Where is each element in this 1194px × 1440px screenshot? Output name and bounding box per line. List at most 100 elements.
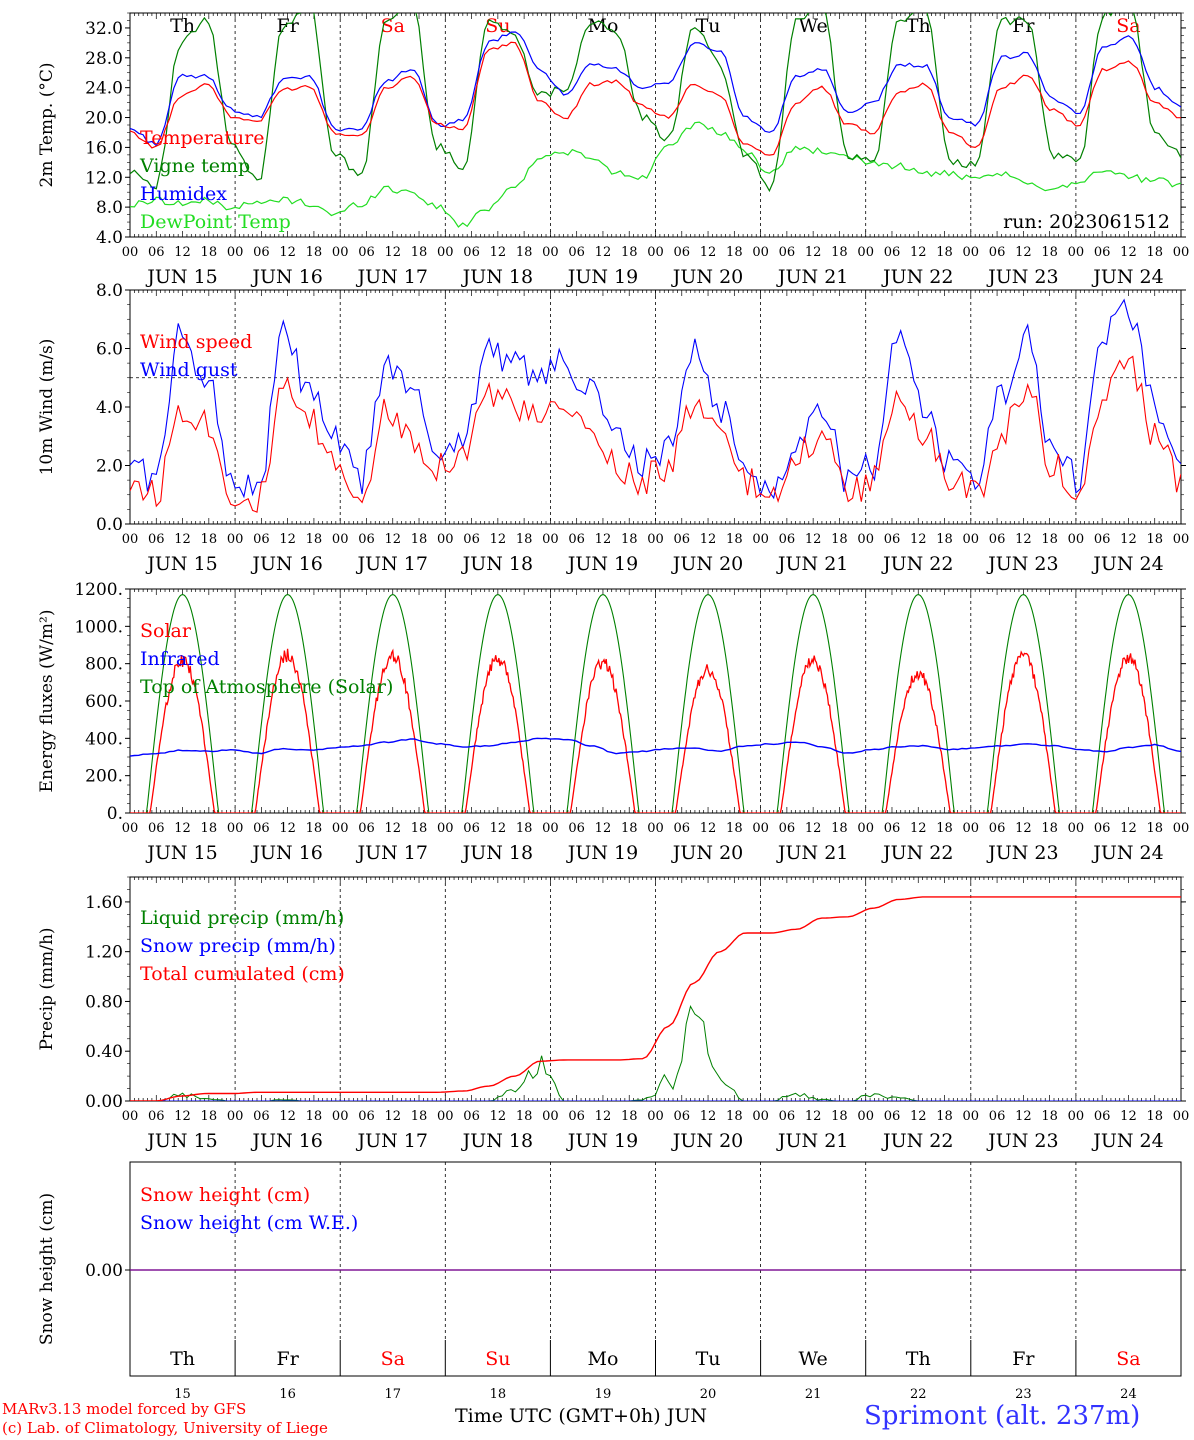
x-hour-label: 00: [1173, 821, 1190, 836]
x-hour-label: 18: [831, 821, 848, 836]
x-day-label: JUN 18: [461, 553, 533, 575]
x-hour-label: 18: [621, 532, 638, 547]
x-hour-label: 18: [306, 245, 323, 260]
legend-temperature: Temperature: [140, 127, 264, 149]
x-day-label: JUN 24: [1091, 1130, 1163, 1152]
x-hour-label: 06: [463, 821, 480, 836]
x-hour-label: 00: [857, 532, 874, 547]
x-hour-label: 06: [358, 532, 375, 547]
x-hour-label: 06: [253, 532, 270, 547]
x-hour-label: 12: [700, 532, 717, 547]
x-hour-label: 12: [595, 821, 612, 836]
x-day-label: JUN 19: [566, 266, 638, 288]
weekday-label: Sa: [1116, 1348, 1140, 1370]
x-day-label: JUN 17: [356, 1130, 428, 1152]
x-hour-label: 12: [1015, 245, 1032, 260]
x-hour-label: 06: [568, 821, 585, 836]
y-tick-label: 8.0: [96, 198, 123, 218]
y-tick-label: 20.0: [85, 109, 123, 129]
x-hour-label: 06: [253, 245, 270, 260]
x-hour-label: 00: [647, 532, 664, 547]
x-hour-label: 06: [674, 532, 691, 547]
x-hour-label: 00: [1068, 821, 1085, 836]
x-day-label: JUN 22: [881, 1130, 953, 1152]
x-hour-label: 00: [752, 1109, 769, 1124]
x-hour-label: 18: [726, 821, 743, 836]
x-day-label: JUN 16: [250, 266, 322, 288]
x-hour-label: 06: [148, 245, 165, 260]
weekday-label: Sa: [381, 1348, 405, 1370]
temperature-panel: 4.0 8.0 12.0 16.0 20.0 24.0 28.0 32.0 2m Temp. (…: [37, 12, 1189, 288]
series-vigne-temp: [130, 13, 1181, 193]
x-day-label: JUN 19: [566, 1130, 638, 1152]
x-day-label: JUN 22: [881, 553, 953, 575]
x-axis-title-text: Time UTC (GMT+0h): [455, 1405, 661, 1427]
x-hour-label: 18: [201, 532, 218, 547]
x-hour-label: 00: [437, 532, 454, 547]
x-hour-label: 12: [1015, 532, 1032, 547]
weekday-label: Su: [485, 1348, 510, 1370]
x-day-label: JUN 16: [250, 553, 322, 575]
day-number-label: 17: [384, 1387, 401, 1402]
x-hour-label: 06: [568, 1109, 585, 1124]
x-hour-label: 00: [752, 245, 769, 260]
wind-series: [130, 298, 1181, 513]
y-tick-label: 28.0: [85, 49, 123, 69]
x-hour-label: 18: [306, 821, 323, 836]
x-hour-label: 00: [647, 821, 664, 836]
x-hour-label: 00: [122, 821, 139, 836]
y-tick-label: 6.0: [96, 340, 123, 360]
x-hour-label: 00: [332, 1109, 349, 1124]
x-day-label: JUN 15: [145, 553, 217, 575]
x-hour-label: 12: [490, 532, 507, 547]
x-hour-label: 06: [674, 245, 691, 260]
y-axis-label: Energy fluxes (W/m²): [37, 610, 57, 793]
x-day-label: JUN 15: [145, 842, 217, 864]
y-tick-label: 200.: [85, 767, 123, 787]
wind-panel: 0.0 2.0 4.0 6.0 8.0 10m Wind (m/s) Wind speed W…: [37, 281, 1189, 575]
y-axis-label: Snow height (cm): [37, 1193, 57, 1345]
x-day-label: JUN 23: [986, 842, 1058, 864]
weekday-label: Fr: [1012, 15, 1035, 37]
run-annotation: run: 2023061512: [1003, 211, 1170, 233]
weekday-label: Th: [906, 15, 931, 37]
x-hour-label: 06: [779, 821, 796, 836]
x-hour-label: 06: [1094, 532, 1111, 547]
y-tick-label: 400.: [85, 729, 123, 749]
x-hour-label: 06: [1094, 821, 1111, 836]
x-day-label: JUN 17: [356, 553, 428, 575]
x-hour-label: 12: [279, 821, 296, 836]
x-hour-label: 12: [910, 1109, 927, 1124]
x-hour-label: 00: [227, 245, 244, 260]
x-hour-label: 06: [884, 1109, 901, 1124]
day-number-label: 19: [595, 1387, 612, 1402]
x-hour-label: 00: [542, 532, 559, 547]
series-wind-speed: [130, 355, 1181, 513]
x-hour-label: 06: [884, 245, 901, 260]
x-hour-label: 06: [779, 532, 796, 547]
x-hour-label: 06: [358, 821, 375, 836]
x-hour-label: 00: [542, 245, 559, 260]
x-day-label: JUN 18: [461, 266, 533, 288]
y-tick-label: 1200.: [74, 580, 123, 600]
y-tick-label: 4.0: [96, 228, 123, 248]
x-hour-label: 06: [884, 821, 901, 836]
x-hour-label: 06: [568, 532, 585, 547]
x-day-label: JUN 24: [1091, 553, 1163, 575]
x-hour-label: 18: [516, 821, 533, 836]
series-humidex: [130, 31, 1181, 147]
x-day-label: JUN 20: [671, 553, 743, 575]
y-tick-label: 1.60: [85, 893, 123, 913]
x-day-label: JUN 23: [986, 553, 1058, 575]
x-hour-label: 00: [963, 532, 980, 547]
weekday-label: Mo: [587, 1348, 618, 1370]
x-hour-label: 18: [726, 532, 743, 547]
weekday-label: Th: [170, 1348, 195, 1370]
day-number-label: 22: [910, 1387, 927, 1402]
y-tick-label: 0.: [107, 804, 123, 824]
x-hour-label: 00: [963, 821, 980, 836]
legend-solar: Solar: [140, 620, 192, 642]
x-hour-label: 12: [490, 245, 507, 260]
weekday-label: Fr: [277, 1348, 300, 1370]
